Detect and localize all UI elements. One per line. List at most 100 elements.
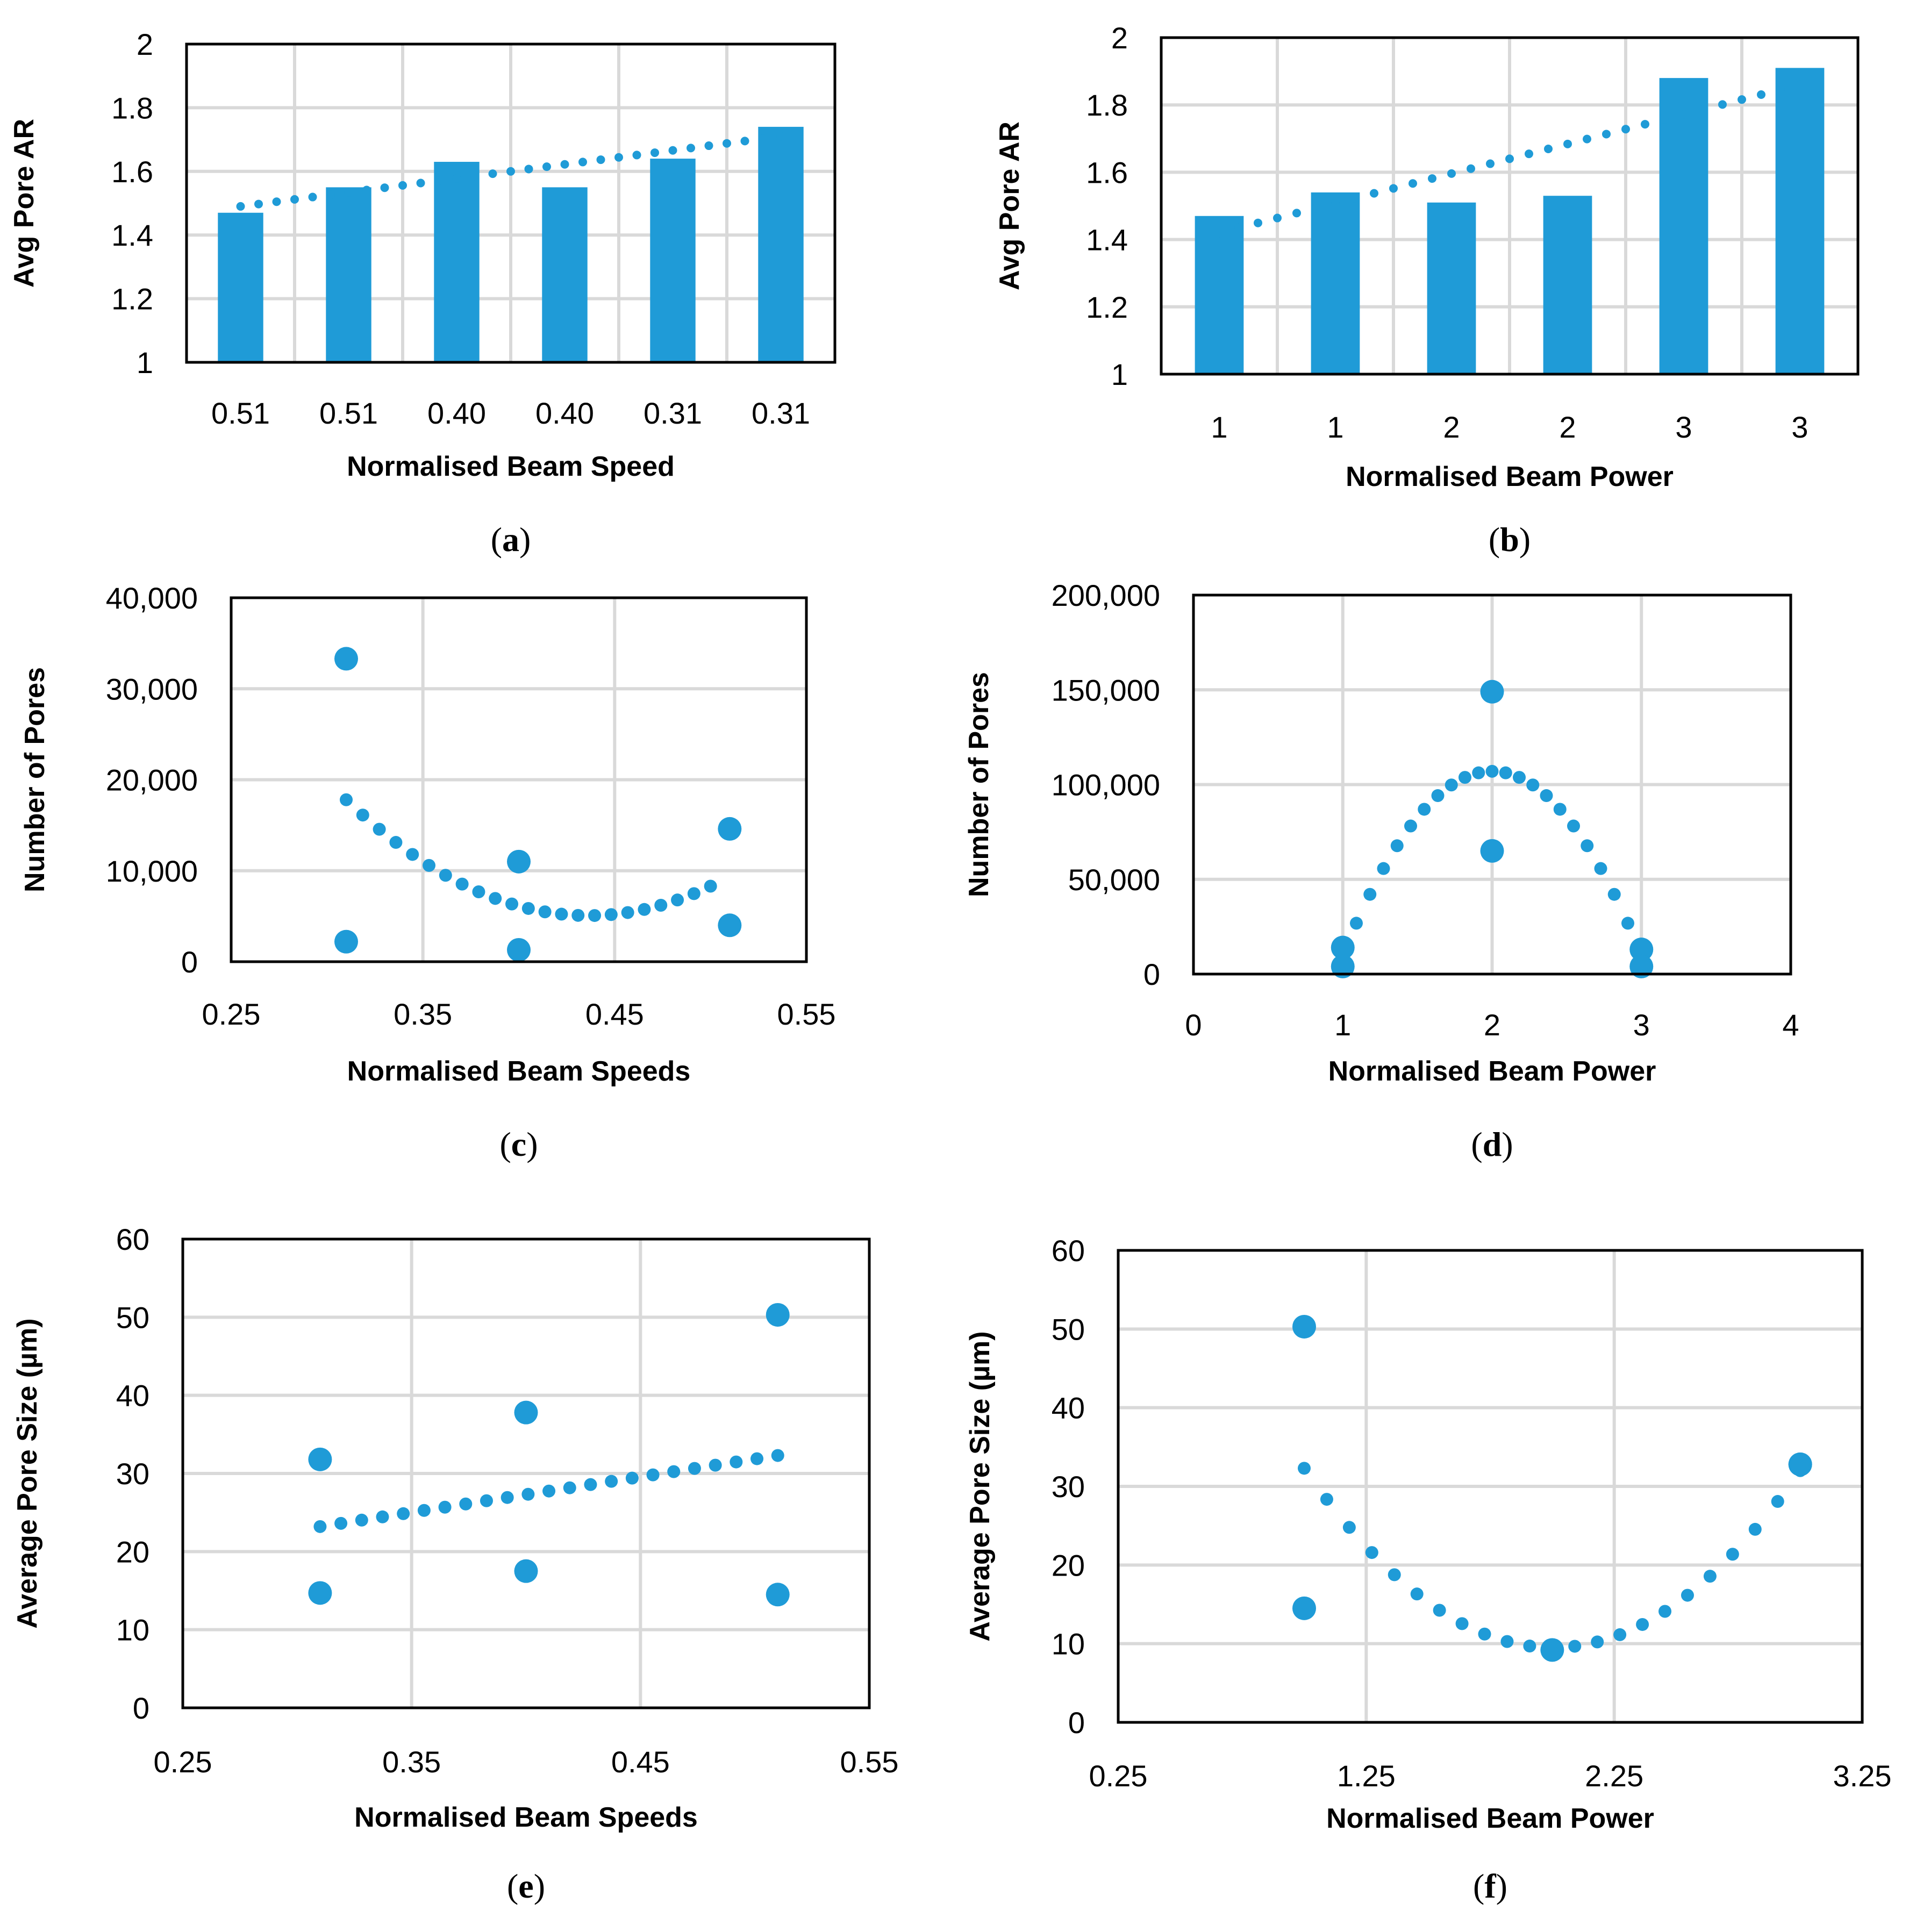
trendline-dot <box>313 1520 327 1533</box>
trendline-dot <box>1370 189 1378 198</box>
trendline-dot <box>1234 223 1243 232</box>
bar <box>1311 192 1360 374</box>
trendline-dot <box>1363 888 1377 901</box>
trendline-dot <box>1594 862 1607 875</box>
data-point <box>514 1400 538 1425</box>
panel-label-letter: c <box>511 1125 526 1163</box>
y-tick-label: 200,000 <box>1052 578 1160 612</box>
x-tick-label: 0.40 <box>535 396 594 430</box>
trendline-dot <box>1513 771 1526 784</box>
x-tick-label: 0.55 <box>777 997 836 1031</box>
trendline-dot <box>1418 803 1431 816</box>
data-point <box>766 1583 790 1607</box>
x-tick-label: 0.40 <box>427 396 486 430</box>
y-tick-label: 1.6 <box>1086 155 1128 189</box>
trendline-dot <box>470 171 479 181</box>
x-axis-title: Normalised Beam Speeds <box>347 1056 691 1087</box>
y-tick-label: 10 <box>116 1613 149 1647</box>
trendline-dot <box>1636 1618 1649 1631</box>
trendline-dot <box>750 1452 764 1465</box>
trendline-dot <box>759 134 767 144</box>
chart-panel-c: 0 10,000 20,000 30,000 40,000 0.25 0.35 0.45 0.5… <box>19 581 836 1163</box>
trendline-dot <box>1320 1493 1333 1506</box>
trendline-dot <box>356 808 369 822</box>
y-tick-label: 2 <box>1111 21 1128 55</box>
trendline-dot <box>1726 1548 1739 1561</box>
y-axis-title: Average Pore Size (µm) <box>964 1331 996 1641</box>
x-tick-label: 3 <box>1791 410 1808 444</box>
x-tick-label: 4 <box>1782 1008 1799 1042</box>
y-tick-label: 20 <box>116 1535 149 1569</box>
trendline-dot <box>542 1484 556 1498</box>
trendline-dot <box>506 167 515 176</box>
trendline-dot <box>434 176 443 185</box>
x-tick-label: 1 <box>1211 410 1227 444</box>
data-point <box>766 1303 790 1327</box>
y-tick-label: 100,000 <box>1052 768 1160 802</box>
trendline-dot <box>488 169 497 178</box>
data-point <box>1629 954 1654 978</box>
x-tick-label: 1.25 <box>1337 1759 1396 1793</box>
trendline-dot <box>668 146 677 155</box>
trendline-dot <box>538 905 552 919</box>
y-tick-label: 1.8 <box>111 91 153 125</box>
data-point <box>1480 679 1504 704</box>
y-tick-label: 30,000 <box>106 672 198 706</box>
trendline-dot <box>340 793 353 806</box>
y-axis-title: Number of Pores <box>19 667 51 892</box>
trendline-dot <box>1472 766 1485 779</box>
y-tick-label: 0 <box>1143 957 1160 991</box>
data-point <box>718 817 742 841</box>
data-point <box>334 929 358 954</box>
x-tick-label: 1 <box>1334 1008 1351 1042</box>
bar <box>1659 78 1708 374</box>
trendline-dot <box>373 822 386 836</box>
trendline-dot <box>646 1468 660 1482</box>
trendline-dot <box>1331 198 1340 207</box>
y-tick-label: 50,000 <box>1068 863 1160 897</box>
trendline-dot <box>452 174 461 183</box>
trendline-dot <box>1748 1522 1762 1536</box>
panel-label: (e) <box>507 1867 545 1905</box>
trendline-dot <box>1526 778 1540 792</box>
trendline-dot <box>1525 149 1533 159</box>
chart-panel-e: 0 10 20 30 40 50 60 0.25 0.35 0.45 0.55 Normalised … <box>12 1222 899 1905</box>
trendline-dot <box>1389 184 1398 193</box>
trendline-dot <box>1365 1546 1378 1559</box>
trendline-dot <box>604 908 618 921</box>
trendline-dot <box>326 190 335 199</box>
data-point <box>1331 954 1355 978</box>
trendline-dot <box>1771 1495 1784 1508</box>
trendline-dot <box>398 181 407 190</box>
trendline-dot <box>521 901 535 915</box>
trendline-dot <box>1602 130 1611 139</box>
trendline-dot <box>1298 1462 1311 1475</box>
data-point <box>718 913 742 938</box>
trendline-dot <box>632 151 641 160</box>
trendline-dot <box>1699 105 1707 114</box>
data-point <box>1292 1314 1316 1339</box>
trendline-dot <box>501 1491 514 1504</box>
trendline-dot <box>1583 134 1591 144</box>
x-tick-label: 2 <box>1484 1008 1500 1042</box>
trendline-dot <box>254 199 263 209</box>
trendline-dot <box>397 1507 410 1520</box>
trendline-dot <box>687 144 695 153</box>
trendline-dot <box>1467 164 1475 173</box>
panel-label-letter: d <box>1483 1125 1502 1163</box>
trendline-dot <box>555 907 568 921</box>
trendline-dot <box>688 1462 701 1475</box>
y-tick-label: 10,000 <box>106 854 198 888</box>
y-tick-label: 150,000 <box>1052 673 1160 707</box>
trendline-dot <box>1581 839 1594 853</box>
trendline-dot <box>344 188 353 197</box>
trendline-dot <box>1459 771 1471 784</box>
bar <box>326 187 371 362</box>
trendline-dot <box>355 1513 368 1527</box>
trendline-dot <box>671 893 684 907</box>
trendline-dot <box>1738 95 1746 104</box>
data-point <box>1788 1452 1812 1477</box>
trendline-dot <box>236 202 245 211</box>
x-axis-title: Normalised Beam Speeds <box>354 1802 698 1833</box>
